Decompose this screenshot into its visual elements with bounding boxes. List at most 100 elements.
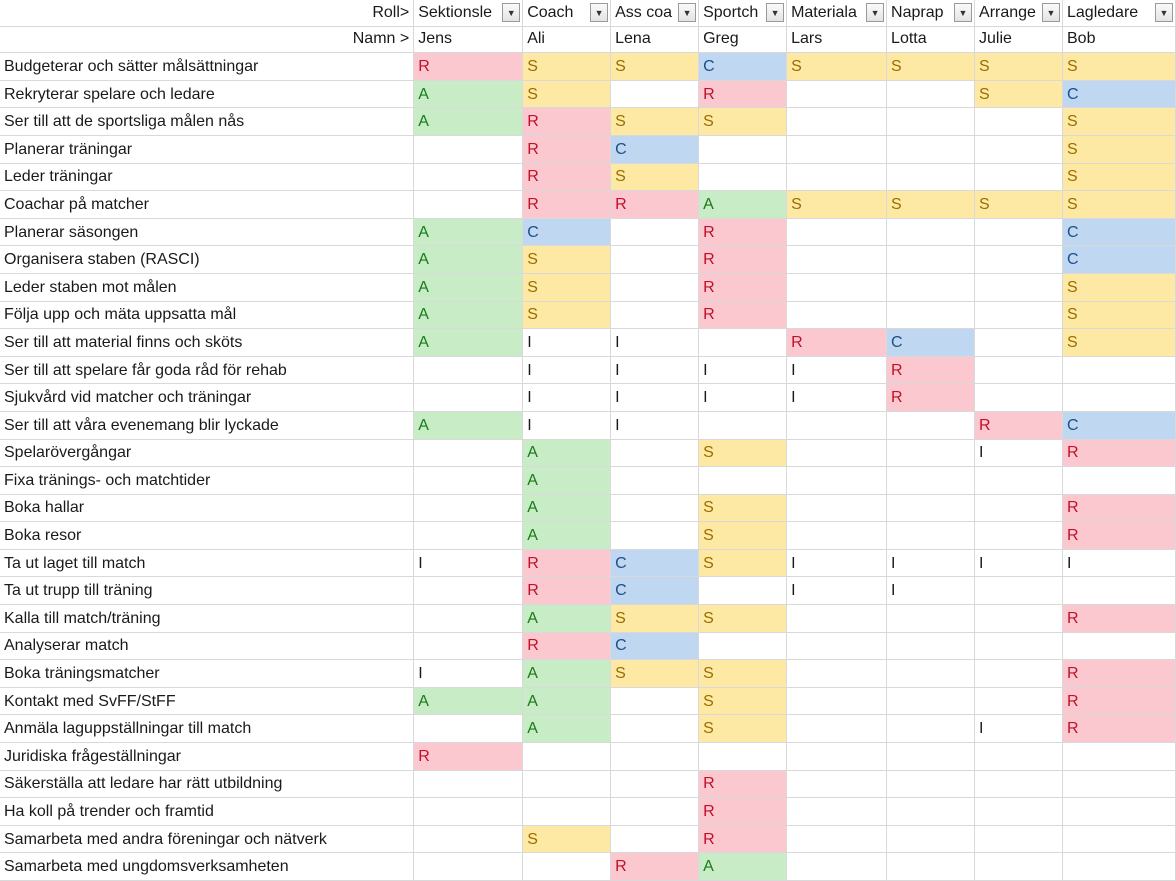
rasci-cell[interactable]	[610, 494, 700, 523]
task-label-cell[interactable]: Boka träningsmatcher	[0, 659, 415, 688]
rasci-cell[interactable]	[974, 383, 1063, 412]
rasci-cell[interactable]: R	[610, 190, 700, 219]
rasci-cell[interactable]	[610, 218, 700, 247]
rasci-cell[interactable]: R	[698, 245, 788, 274]
rasci-cell[interactable]	[886, 825, 976, 854]
rasci-cell[interactable]: I	[786, 356, 888, 385]
rasci-cell[interactable]: A	[413, 80, 524, 109]
rasci-cell[interactable]: S	[610, 52, 700, 81]
rasci-cell[interactable]: R	[698, 218, 788, 247]
rasci-cell[interactable]	[886, 135, 976, 164]
rasci-cell[interactable]: C	[610, 632, 700, 661]
rasci-cell[interactable]: R	[522, 163, 612, 192]
rasci-cell[interactable]: I	[698, 356, 788, 385]
rasci-cell[interactable]: R	[698, 273, 788, 302]
rasci-cell[interactable]	[786, 411, 888, 440]
rasci-cell[interactable]: S	[786, 190, 888, 219]
rasci-cell[interactable]: R	[522, 107, 612, 136]
rasci-cell[interactable]	[413, 714, 524, 744]
rasci-cell[interactable]	[522, 770, 612, 799]
rasci-cell[interactable]: S	[522, 301, 612, 330]
rasci-cell[interactable]	[886, 687, 976, 716]
rasci-cell[interactable]	[413, 632, 524, 661]
task-label-cell[interactable]: Boka hallar	[0, 494, 415, 523]
rasci-cell[interactable]	[413, 439, 524, 468]
rasci-cell[interactable]	[974, 135, 1063, 164]
rasci-cell[interactable]: A	[413, 411, 524, 440]
rasci-cell[interactable]	[698, 135, 788, 164]
task-label-cell[interactable]: Ha koll på trender och framtid	[0, 797, 415, 826]
rasci-cell[interactable]	[886, 852, 976, 881]
rasci-cell[interactable]: C	[886, 328, 976, 357]
rasci-cell[interactable]	[698, 328, 788, 357]
rasci-cell[interactable]: S	[974, 80, 1063, 109]
rasci-cell[interactable]	[974, 770, 1063, 799]
rasci-cell[interactable]: I	[522, 411, 612, 440]
rasci-cell[interactable]	[886, 411, 976, 440]
rasci-cell[interactable]	[698, 742, 788, 771]
rasci-cell[interactable]: S	[1062, 301, 1176, 330]
rasci-cell[interactable]: S	[698, 549, 788, 578]
rasci-cell[interactable]: A	[522, 466, 612, 495]
rasci-cell[interactable]	[974, 218, 1063, 247]
rasci-cell[interactable]: S	[1062, 328, 1176, 357]
rasci-cell[interactable]: A	[522, 714, 612, 744]
rasci-cell[interactable]: S	[886, 190, 976, 219]
task-label-cell[interactable]: Planerar säsongen	[0, 218, 415, 247]
rasci-cell[interactable]	[786, 273, 888, 302]
task-label-cell[interactable]: Spelarövergångar	[0, 439, 415, 468]
rasci-cell[interactable]: C	[522, 218, 612, 247]
rasci-cell[interactable]	[786, 80, 888, 109]
rasci-cell[interactable]: I	[413, 659, 524, 688]
rasci-cell[interactable]: S	[1062, 107, 1176, 136]
rasci-cell[interactable]: I	[886, 576, 976, 606]
rasci-cell[interactable]	[974, 576, 1063, 606]
rasci-cell[interactable]	[786, 825, 888, 854]
rasci-cell[interactable]	[610, 273, 700, 302]
rasci-cell[interactable]	[974, 107, 1063, 136]
rasci-cell[interactable]: C	[610, 549, 700, 578]
rasci-cell[interactable]	[974, 797, 1063, 826]
rasci-cell[interactable]	[413, 466, 524, 495]
task-label-cell[interactable]: Ser till att material finns och sköts	[0, 328, 415, 357]
rasci-cell[interactable]	[786, 218, 888, 247]
rasci-cell[interactable]	[786, 632, 888, 661]
filter-dropdown-button[interactable]: ▼	[1042, 3, 1060, 22]
task-label-cell[interactable]: Följa upp och mäta uppsatta mål	[0, 301, 415, 330]
rasci-cell[interactable]: A	[413, 328, 524, 357]
rasci-cell[interactable]	[974, 521, 1063, 550]
rasci-cell[interactable]: R	[1062, 521, 1176, 550]
rasci-cell[interactable]	[786, 135, 888, 164]
rasci-cell[interactable]: I	[522, 383, 612, 412]
rasci-cell[interactable]: A	[522, 604, 612, 633]
rasci-cell[interactable]	[413, 604, 524, 633]
rasci-cell[interactable]: S	[1062, 163, 1176, 192]
rasci-cell[interactable]	[974, 494, 1063, 523]
rasci-cell[interactable]: C	[1062, 411, 1176, 440]
rasci-cell[interactable]: S	[974, 190, 1063, 219]
rasci-cell[interactable]: R	[413, 742, 524, 771]
column-header-name[interactable]: Lotta	[886, 26, 976, 54]
rasci-cell[interactable]	[974, 466, 1063, 495]
rasci-cell[interactable]	[413, 770, 524, 799]
filter-dropdown-button[interactable]: ▼	[866, 3, 885, 22]
task-label-cell[interactable]: Samarbeta med andra föreningar och nätve…	[0, 825, 415, 854]
rasci-cell[interactable]	[886, 714, 976, 744]
filter-dropdown-button[interactable]: ▼	[590, 3, 609, 22]
rasci-cell[interactable]: R	[1062, 439, 1176, 468]
rasci-cell[interactable]: I	[786, 549, 888, 578]
rasci-cell[interactable]	[786, 604, 888, 633]
rasci-cell[interactable]: A	[413, 107, 524, 136]
rasci-cell[interactable]	[886, 80, 976, 109]
rasci-cell[interactable]	[886, 797, 976, 826]
rasci-cell[interactable]	[786, 687, 888, 716]
rasci-cell[interactable]: A	[522, 494, 612, 523]
rasci-cell[interactable]	[974, 632, 1063, 661]
rasci-cell[interactable]	[522, 852, 612, 881]
rasci-cell[interactable]	[886, 659, 976, 688]
task-label-cell[interactable]: Juridiska frågeställningar	[0, 742, 415, 771]
task-label-cell[interactable]: Analyserar match	[0, 632, 415, 661]
rasci-cell[interactable]	[1062, 797, 1176, 826]
task-label-cell[interactable]: Ser till att de sportsliga målen nås	[0, 107, 415, 136]
rasci-cell[interactable]	[974, 301, 1063, 330]
